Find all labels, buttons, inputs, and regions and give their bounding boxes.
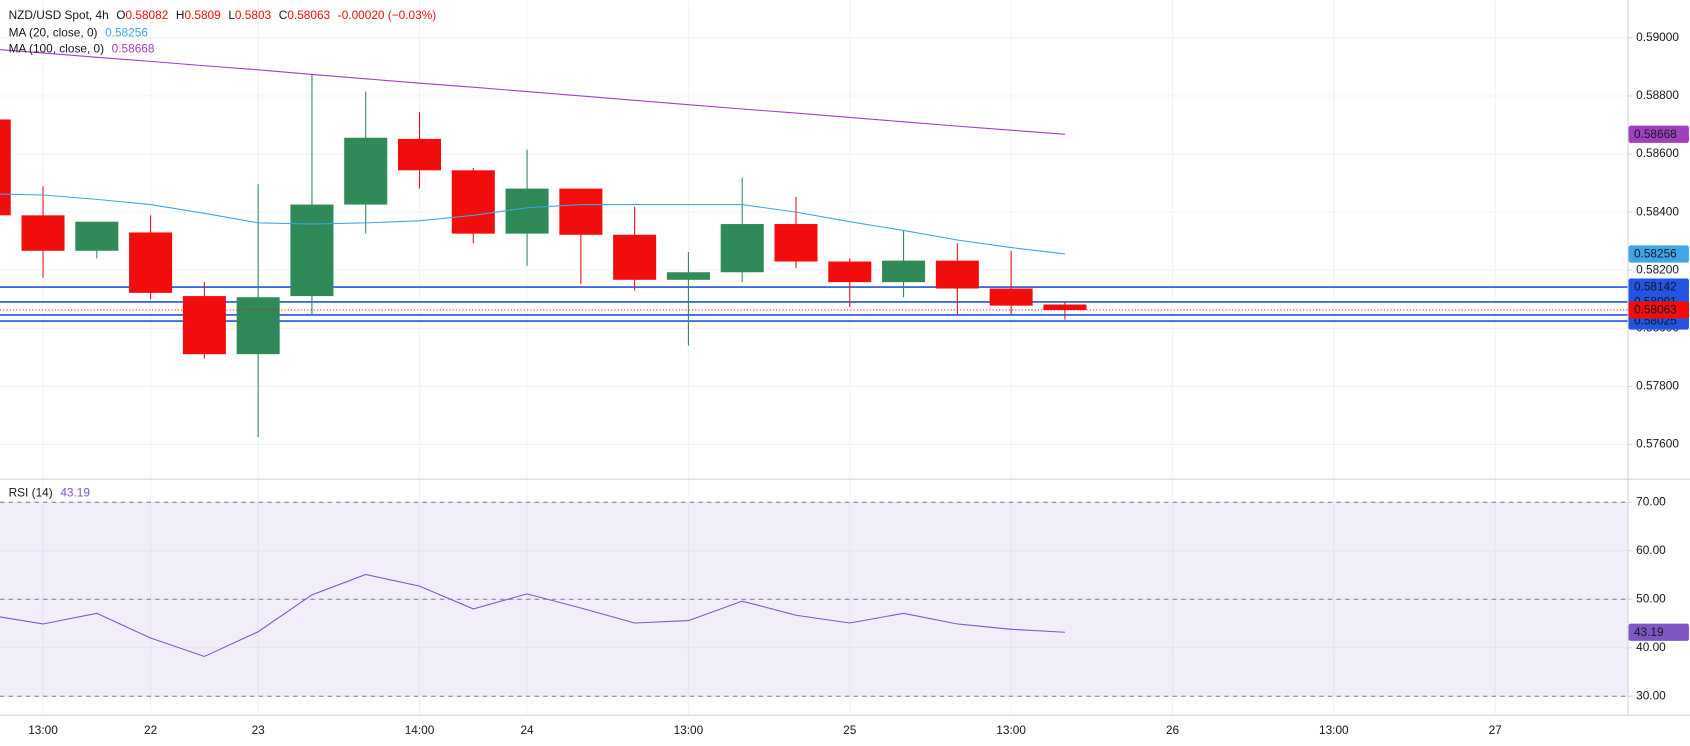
candle-body [344, 137, 388, 205]
rsi-line [0, 573, 1065, 658]
candle-body [75, 221, 119, 251]
x-tick-label: 13:00 [674, 723, 704, 737]
price-badge-label: 0.58142 [1634, 280, 1677, 294]
symbol: NZD/USD Spot, 4h [9, 8, 109, 22]
x-tick-label: 27 [1489, 723, 1502, 737]
candle-body [666, 272, 710, 280]
price-badge-label: 0.58668 [1634, 127, 1677, 141]
moving-average [0, 49, 1065, 135]
legend-label: RSI (14) [9, 486, 53, 500]
candle-body [505, 188, 549, 234]
candle-body [882, 260, 926, 283]
x-tick-label: 26 [1166, 723, 1180, 737]
y-tick-label: 0.57600 [1636, 437, 1679, 451]
ohlc-value: 0.5809 [184, 8, 221, 22]
x-tick-label: 14:00 [405, 723, 435, 737]
y-tick-label: 60.00 [1636, 543, 1666, 557]
price-badge [1628, 301, 1689, 319]
candle-body [935, 260, 979, 289]
ohlc-label: O [116, 8, 125, 22]
candle-body [720, 224, 764, 273]
legend-value: 0.58668 [112, 42, 155, 56]
axes: 0.576000.578000.580000.582000.584000.586… [28, 30, 1689, 737]
candle-body [989, 288, 1033, 306]
candle-body [828, 261, 872, 283]
candle-body [397, 138, 442, 171]
candle-body [0, 119, 11, 216]
candle-body [774, 224, 818, 262]
candle-body [21, 215, 65, 251]
price-badge [1628, 278, 1689, 296]
ohlc-label: L [228, 8, 235, 22]
y-tick-label: 0.58400 [1636, 204, 1679, 218]
y-tick-label: 0.58600 [1636, 146, 1679, 160]
ohlc-label: C [279, 8, 288, 22]
candle-body [1043, 304, 1087, 311]
x-tick-label: 13:00 [1319, 723, 1349, 737]
candle-body [451, 170, 495, 234]
price-badge [1628, 245, 1689, 263]
y-tick-label: 40.00 [1636, 640, 1666, 654]
legend-value: 43.19 [60, 486, 90, 500]
y-tick-label: 0.59000 [1636, 30, 1679, 44]
rsi-pane [0, 501, 1628, 697]
legend-item: MA (100, close, 0) 0.58668 [9, 42, 155, 56]
legend-item: RSI (14) 43.19 [9, 486, 91, 500]
y-tick-label: 0.58200 [1636, 262, 1679, 276]
candle-body [613, 234, 657, 280]
legend-label: MA (20, close, 0) [9, 26, 98, 40]
x-tick-label: 25 [843, 723, 857, 737]
candle-body [129, 232, 173, 293]
y-tick-label: 30.00 [1636, 688, 1666, 702]
legend-label: MA (100, close, 0) [9, 42, 105, 56]
ohlc-value: 0.58082 [126, 8, 169, 22]
candle-body [290, 204, 334, 297]
x-tick-label: 22 [144, 723, 157, 737]
x-tick-label: 13:00 [28, 723, 58, 737]
ohlc-value: 0.58063 [287, 8, 330, 22]
change: -0.00020 (−0.03%) [338, 8, 436, 22]
price-badge-label: 0.58063 [1634, 303, 1677, 317]
x-tick-label: 13:00 [996, 723, 1026, 737]
y-tick-label: 0.57800 [1636, 379, 1679, 393]
price-badge-label: 0.58256 [1634, 247, 1677, 261]
candle-body [236, 297, 280, 355]
y-tick-label: 70.00 [1636, 494, 1666, 508]
x-tick-label: 23 [252, 723, 266, 737]
price-pane [0, 49, 1628, 437]
price-badge [1628, 125, 1689, 143]
moving-average [0, 193, 1065, 255]
ohlc-value: 0.5803 [235, 8, 272, 22]
header: NZD/USD Spot, 4h O0.58082 H0.5809 L0.580… [9, 8, 437, 22]
x-tick-label: 24 [520, 723, 534, 737]
legend-item: MA (20, close, 0) 0.58256 [9, 26, 149, 40]
ohlc-label: H [176, 8, 185, 22]
y-tick-label: 50.00 [1636, 591, 1666, 605]
price-badge-label: 43.19 [1634, 625, 1664, 639]
y-tick-label: 0.58800 [1636, 88, 1679, 102]
candle-body [182, 296, 226, 355]
legend-value: 0.58256 [105, 26, 148, 40]
candle-body [559, 188, 603, 235]
price-badge [1628, 623, 1689, 641]
